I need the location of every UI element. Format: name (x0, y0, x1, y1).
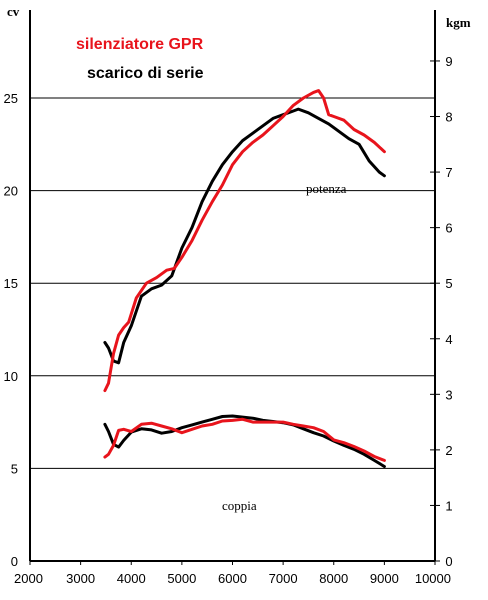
right-tick-label: 6 (445, 221, 452, 236)
left-axis-unit: cv (7, 4, 20, 19)
series-line-potenza-gpr (103, 89, 386, 393)
torque-annotation: coppia (222, 498, 257, 513)
right-tick-label: 0 (445, 554, 452, 569)
left-tick-label: 5 (11, 461, 18, 476)
right-tick-label: 1 (445, 498, 452, 513)
right-tick-label: 4 (445, 332, 452, 347)
left-tick-label: 20 (4, 184, 18, 199)
right-tick-label: 2 (445, 443, 452, 458)
series-lines (103, 89, 386, 468)
right-axis-unit: kgm (446, 15, 471, 30)
left-tick-label: 15 (4, 276, 18, 291)
legend-gpr: silenziatore GPR (76, 36, 204, 53)
right-tick-label: 5 (445, 276, 452, 291)
x-tick-label: 5000 (167, 571, 196, 586)
x-tick-label: 6000 (218, 571, 247, 586)
left-tick-label: 0 (11, 554, 18, 569)
x-tick-label: 2000 (14, 571, 43, 586)
x-tick-label: 9000 (370, 571, 399, 586)
left-tick-label: 25 (4, 91, 18, 106)
x-tick-label: 8000 (319, 571, 348, 586)
right-tick-label: 7 (445, 165, 452, 180)
right-tick-label: 8 (445, 110, 452, 125)
series-line-coppia-gpr (103, 417, 386, 462)
right-tick-label: 9 (445, 54, 452, 69)
x-tick-label: 4000 (117, 571, 146, 586)
legend-stock: scarico di serie (87, 65, 204, 82)
x-tick-label: 10000 (415, 571, 451, 586)
axes (29, 10, 436, 562)
right-tick-label: 3 (445, 387, 452, 402)
tick-labels: 0 5 10 15 20 25 0 1 2 3 4 5 6 7 8 9 2000 3000 4000 5000 6000… (4, 54, 453, 586)
x-tick-label: 3000 (66, 571, 95, 586)
power-annotation: potenza (306, 181, 347, 196)
gridlines (30, 97, 435, 469)
x-tick-label: 7000 (269, 571, 298, 586)
left-tick-label: 10 (4, 369, 18, 384)
series-line-potenza-stock (103, 107, 386, 365)
